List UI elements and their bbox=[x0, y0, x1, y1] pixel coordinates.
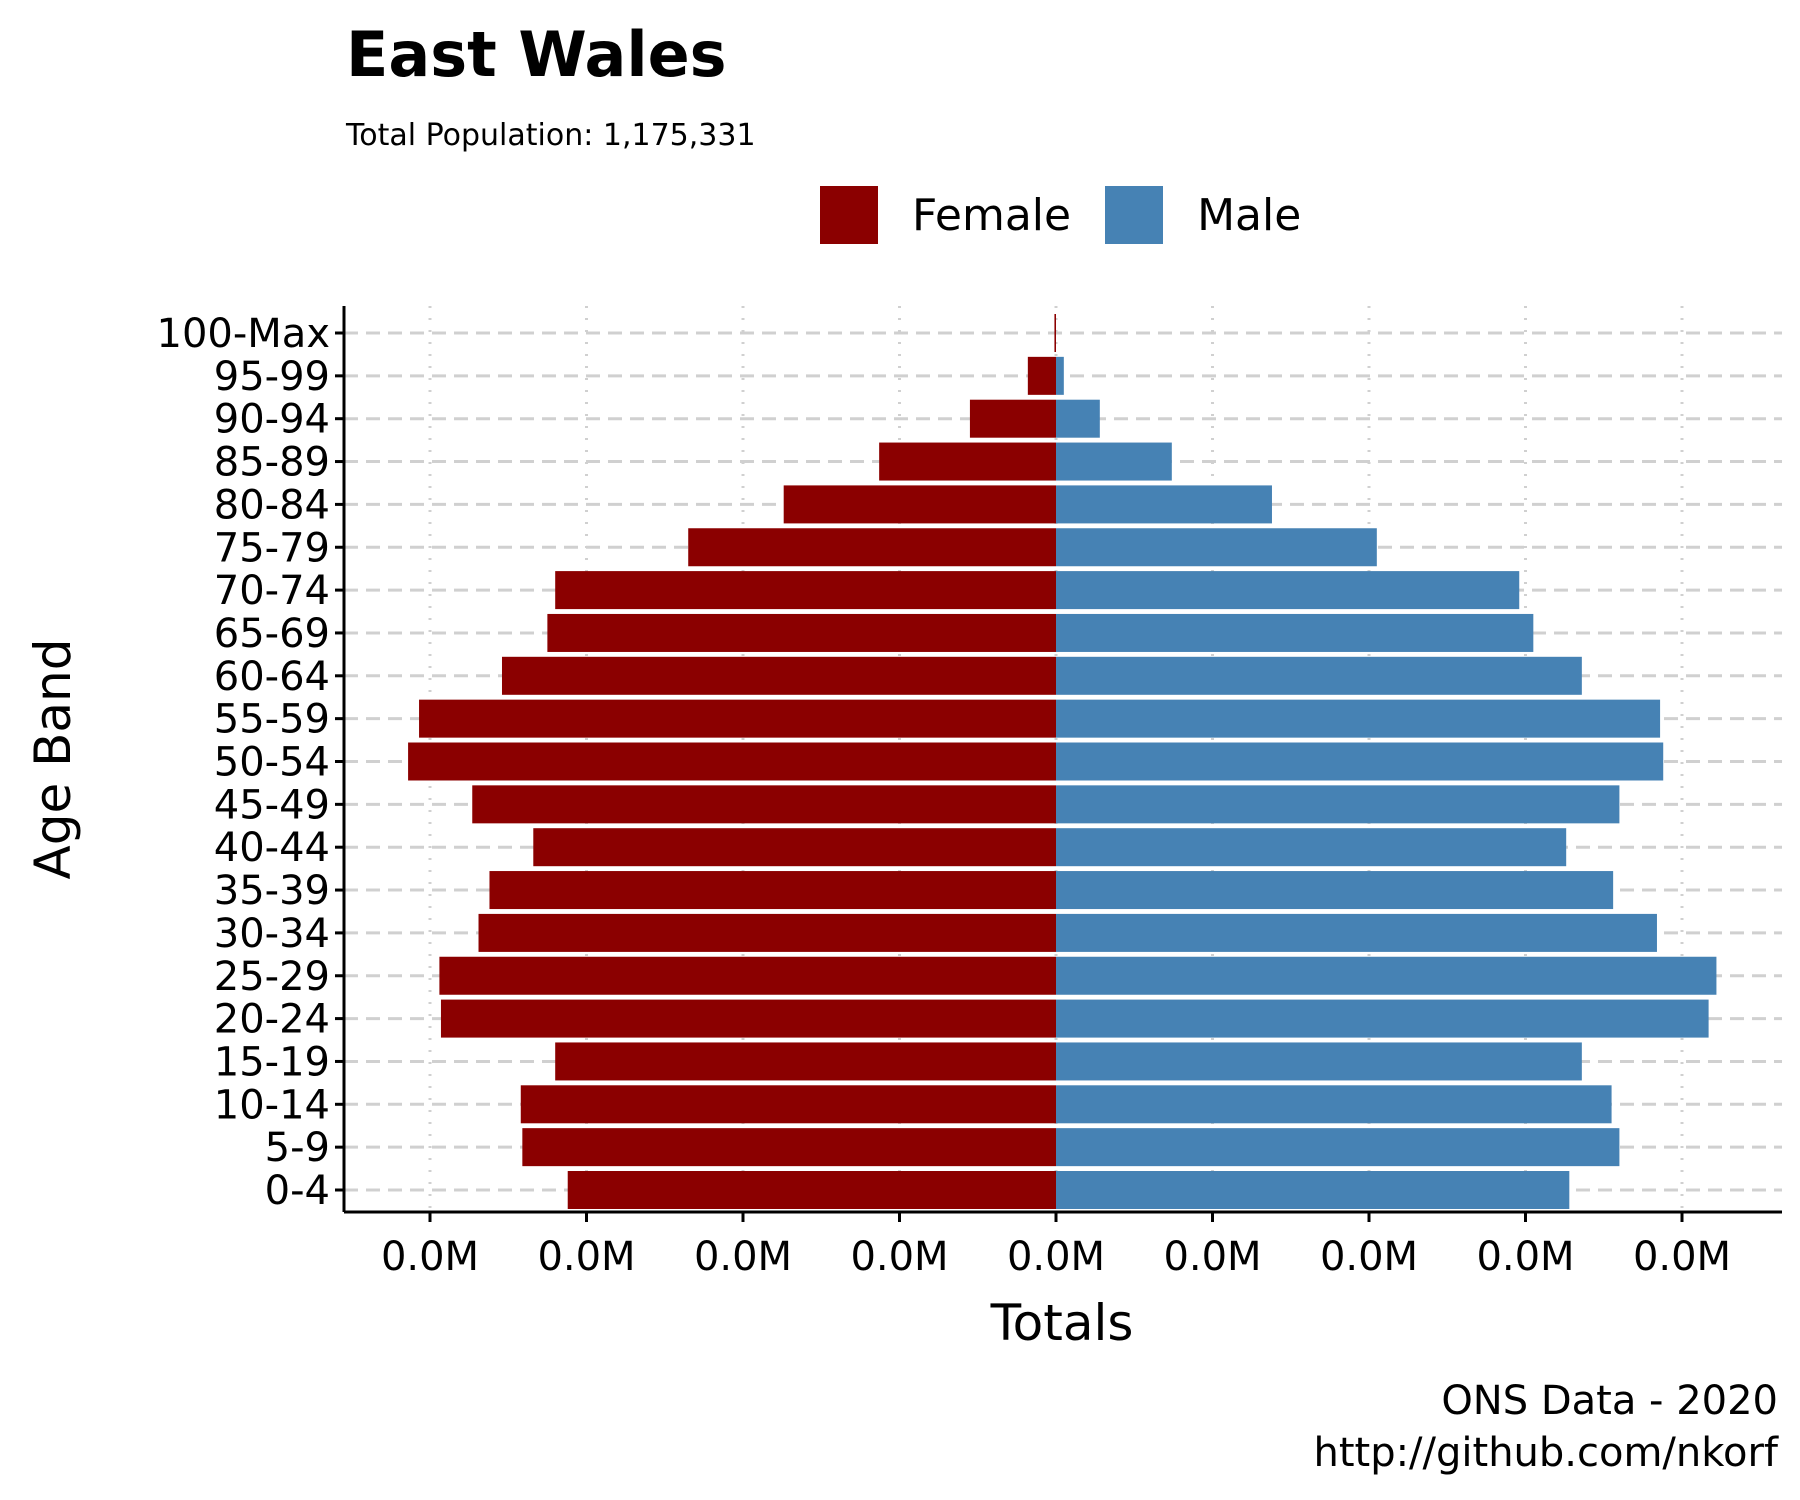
bar-male-10-14 bbox=[1056, 1085, 1612, 1124]
y-tick-label: 20-24 bbox=[214, 997, 330, 1043]
bar-female-55-59 bbox=[419, 699, 1056, 738]
bar-male-80-84 bbox=[1056, 485, 1272, 524]
y-tick-label: 10-14 bbox=[214, 1082, 330, 1128]
bar-male-25-29 bbox=[1056, 956, 1717, 995]
y-tick-label: 80-84 bbox=[214, 482, 330, 528]
bar-female-85-89 bbox=[879, 442, 1056, 481]
x-tick-label: 0.0M bbox=[850, 1234, 948, 1280]
legend-key-female bbox=[820, 186, 878, 244]
caption-url: http://github.com/nkorf bbox=[1313, 1430, 1778, 1476]
x-tick-label: 0.0M bbox=[1320, 1234, 1418, 1280]
y-tick-label: 15-19 bbox=[214, 1039, 330, 1085]
bar-female-30-34 bbox=[478, 913, 1056, 952]
bar-male-60-64 bbox=[1056, 656, 1582, 695]
bar-male-95-99 bbox=[1056, 356, 1064, 395]
bar-male-55-59 bbox=[1056, 699, 1661, 738]
y-tick-label: 90-94 bbox=[214, 397, 330, 443]
bar-female-40-44 bbox=[533, 828, 1056, 867]
x-tick-label: 0.0M bbox=[1633, 1234, 1731, 1280]
bar-female-95-99 bbox=[1027, 356, 1056, 395]
bar-male-40-44 bbox=[1056, 828, 1567, 867]
legend-item-male: Male bbox=[1105, 186, 1301, 244]
bar-female-70-74 bbox=[555, 571, 1056, 610]
bar-male-15-19 bbox=[1056, 1042, 1582, 1081]
caption: ONS Data - 2020 http://github.com/nkorf bbox=[1313, 1375, 1778, 1479]
x-tick-label: 0.0M bbox=[694, 1234, 792, 1280]
bar-female-10-14 bbox=[520, 1085, 1056, 1124]
x-tick-label: 0.0M bbox=[1007, 1234, 1105, 1280]
bar-male-90-94 bbox=[1056, 399, 1100, 438]
bar-female-5-9 bbox=[522, 1128, 1056, 1167]
x-tick-label: 0.0M bbox=[381, 1234, 479, 1280]
bar-female-35-39 bbox=[489, 871, 1057, 910]
bar-male-0-4 bbox=[1056, 1171, 1570, 1209]
bar-male-85-89 bbox=[1056, 442, 1172, 481]
legend-key-male bbox=[1105, 186, 1164, 244]
bar-female-15-19 bbox=[555, 1042, 1056, 1081]
bar-female-65-69 bbox=[547, 613, 1056, 652]
bar-female-90-94 bbox=[969, 399, 1056, 438]
bar-male-20-24 bbox=[1056, 999, 1709, 1038]
bar-female-100-Max bbox=[1054, 314, 1056, 352]
x-tick-label: 0.0M bbox=[1476, 1234, 1574, 1280]
y-tick-label: 60-64 bbox=[214, 654, 330, 700]
y-tick-labels: 0-45-910-1415-1920-2425-2930-3435-3940-4… bbox=[157, 311, 344, 1214]
legend: Female Male bbox=[820, 185, 1335, 245]
y-tick-label: 5-9 bbox=[265, 1125, 330, 1171]
x-tick-labels: 0.0M 0.0M 0.0M 0.0M 0.0M 0.0M 0.0M 0.0M 0.0M bbox=[381, 1212, 1731, 1280]
bar-male-50-54 bbox=[1056, 742, 1664, 781]
legend-label-female: Female bbox=[912, 189, 1072, 241]
bar-female-45-49 bbox=[472, 785, 1056, 824]
bars bbox=[408, 314, 1717, 1209]
y-tick-label: 0-4 bbox=[265, 1168, 330, 1214]
caption-source: ONS Data - 2020 bbox=[1441, 1378, 1778, 1424]
y-tick-label: 70-74 bbox=[214, 568, 330, 614]
bar-female-60-64 bbox=[501, 656, 1056, 695]
y-tick-label: 95-99 bbox=[214, 354, 330, 400]
y-tick-label: 85-89 bbox=[214, 440, 330, 486]
bar-male-30-34 bbox=[1056, 913, 1657, 952]
chart-title: East Wales bbox=[346, 18, 727, 91]
bar-female-80-84 bbox=[783, 485, 1056, 524]
y-tick-label: 50-54 bbox=[214, 740, 330, 786]
bar-male-45-49 bbox=[1056, 785, 1620, 824]
y-tick-label: 55-59 bbox=[214, 697, 330, 743]
y-tick-label: 30-34 bbox=[214, 911, 330, 957]
y-tick-label: 45-49 bbox=[214, 782, 330, 828]
y-tick-label: 25-29 bbox=[214, 954, 330, 1000]
bar-female-50-54 bbox=[408, 742, 1057, 781]
bar-male-70-74 bbox=[1056, 571, 1520, 610]
bar-female-0-4 bbox=[567, 1171, 1056, 1209]
bar-male-75-79 bbox=[1056, 528, 1377, 567]
bar-male-65-69 bbox=[1056, 613, 1534, 652]
bar-female-25-29 bbox=[439, 956, 1056, 995]
y-axis-title: Age Band bbox=[24, 639, 82, 880]
legend-label-male: Male bbox=[1197, 189, 1302, 241]
x-tick-label: 0.0M bbox=[537, 1234, 635, 1280]
y-tick-label: 40-44 bbox=[214, 825, 330, 871]
y-tick-label: 100-Max bbox=[157, 311, 330, 357]
y-tick-label: 75-79 bbox=[214, 525, 330, 571]
bar-female-75-79 bbox=[688, 528, 1056, 567]
x-axis-title: Totals bbox=[990, 1294, 1134, 1352]
bar-female-20-24 bbox=[440, 999, 1057, 1038]
bar-male-35-39 bbox=[1056, 871, 1614, 910]
bar-male-5-9 bbox=[1056, 1128, 1620, 1167]
y-tick-label: 35-39 bbox=[214, 868, 330, 914]
legend-item-female: Female bbox=[820, 186, 1071, 244]
y-tick-label: 65-69 bbox=[214, 611, 330, 657]
x-tick-label: 0.0M bbox=[1163, 1234, 1261, 1280]
chart-subtitle: Total Population: 1,175,331 bbox=[346, 118, 756, 153]
